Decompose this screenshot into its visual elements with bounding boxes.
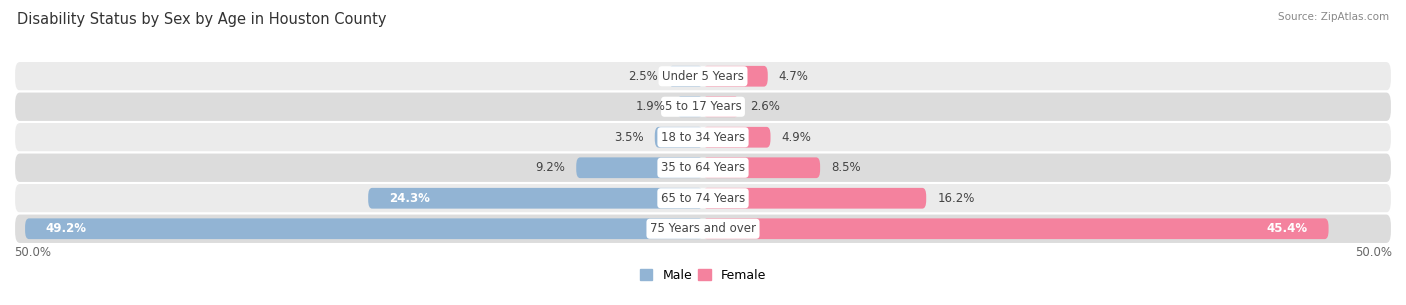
FancyBboxPatch shape xyxy=(703,157,820,178)
Text: 49.2%: 49.2% xyxy=(46,222,87,235)
Text: 75 Years and over: 75 Years and over xyxy=(650,222,756,235)
Text: 16.2%: 16.2% xyxy=(938,192,974,205)
FancyBboxPatch shape xyxy=(703,218,1329,239)
FancyBboxPatch shape xyxy=(14,152,1392,183)
Text: 4.9%: 4.9% xyxy=(782,131,811,144)
FancyBboxPatch shape xyxy=(576,157,703,178)
FancyBboxPatch shape xyxy=(703,66,768,87)
Text: 1.9%: 1.9% xyxy=(636,100,666,113)
Text: Disability Status by Sex by Age in Houston County: Disability Status by Sex by Age in Houst… xyxy=(17,12,387,27)
Text: Source: ZipAtlas.com: Source: ZipAtlas.com xyxy=(1278,12,1389,22)
Text: 2.5%: 2.5% xyxy=(628,70,658,83)
FancyBboxPatch shape xyxy=(14,61,1392,92)
FancyBboxPatch shape xyxy=(14,92,1392,122)
Text: 18 to 34 Years: 18 to 34 Years xyxy=(661,131,745,144)
Text: 8.5%: 8.5% xyxy=(831,161,860,174)
Text: 9.2%: 9.2% xyxy=(536,161,565,174)
FancyBboxPatch shape xyxy=(703,96,738,117)
FancyBboxPatch shape xyxy=(14,214,1392,244)
FancyBboxPatch shape xyxy=(14,183,1392,214)
Text: 4.7%: 4.7% xyxy=(779,70,808,83)
Text: Under 5 Years: Under 5 Years xyxy=(662,70,744,83)
Text: 35 to 64 Years: 35 to 64 Years xyxy=(661,161,745,174)
Text: 3.5%: 3.5% xyxy=(614,131,644,144)
Text: 50.0%: 50.0% xyxy=(14,246,51,260)
Text: 50.0%: 50.0% xyxy=(1355,246,1392,260)
FancyBboxPatch shape xyxy=(703,127,770,148)
Text: 24.3%: 24.3% xyxy=(389,192,430,205)
FancyBboxPatch shape xyxy=(703,188,927,209)
Text: 5 to 17 Years: 5 to 17 Years xyxy=(665,100,741,113)
FancyBboxPatch shape xyxy=(25,218,703,239)
FancyBboxPatch shape xyxy=(14,122,1392,152)
Legend: Male, Female: Male, Female xyxy=(636,264,770,287)
Text: 65 to 74 Years: 65 to 74 Years xyxy=(661,192,745,205)
FancyBboxPatch shape xyxy=(676,96,703,117)
Text: 45.4%: 45.4% xyxy=(1267,222,1308,235)
FancyBboxPatch shape xyxy=(669,66,703,87)
FancyBboxPatch shape xyxy=(368,188,703,209)
Text: 2.6%: 2.6% xyxy=(749,100,780,113)
FancyBboxPatch shape xyxy=(655,127,703,148)
